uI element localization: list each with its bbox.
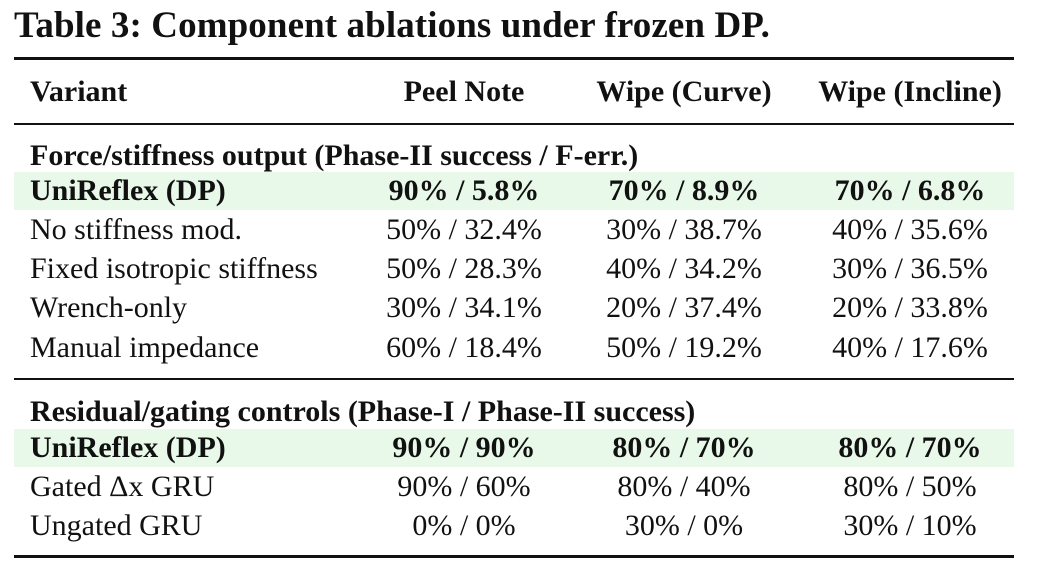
table-header: Variant Peel Note Wipe (Curve) Wipe (Inc… [14, 72, 1014, 112]
header-rule [14, 123, 1014, 125]
table-row: Fixed isotropic stiffness 50% / 28.3% 40… [14, 250, 1014, 288]
cell-peel-note: 30% / 34.1% [386, 291, 542, 324]
cell-variant: Gated Δx GRU [30, 470, 215, 503]
section-title-force-stiffness: Force/stiffness output (Phase-II success… [30, 139, 639, 172]
cell-variant: Manual impedance [30, 331, 260, 364]
cell-wipe-curve: 50% / 19.2% [606, 331, 762, 364]
top-rule [14, 57, 1014, 60]
table-row: Manual impedance 60% / 18.4% 50% / 19.2%… [14, 329, 1014, 367]
cell-wipe-incline: 70% / 6.8% [834, 174, 986, 207]
cell-wipe-incline: 80% / 70% [838, 431, 982, 464]
table-row: Gated Δx GRU 90% / 60% 80% / 40% 80% / 5… [14, 468, 1014, 506]
table-row: No stiffness mod. 50% / 32.4% 30% / 38.7… [14, 211, 1014, 249]
section-rule [14, 378, 1014, 380]
cell-wipe-incline: 30% / 36.5% [832, 252, 988, 285]
cell-peel-note: 60% / 18.4% [386, 331, 542, 364]
bottom-rule [14, 555, 1014, 558]
section-title-residual-gating: Residual/gating controls (Phase-I / Phas… [30, 395, 696, 428]
cell-peel-note: 50% / 32.4% [386, 213, 542, 246]
cell-wipe-incline: 20% / 33.8% [832, 291, 988, 324]
cell-wipe-incline: 40% / 17.6% [832, 331, 988, 364]
header-variant: Variant [30, 75, 128, 108]
cell-wipe-curve: 40% / 34.2% [606, 252, 762, 285]
cell-variant: UniReflex (DP) [30, 431, 226, 464]
cell-wipe-curve: 30% / 0% [624, 509, 744, 542]
cell-peel-note: 50% / 28.3% [386, 252, 542, 285]
cell-wipe-incline: 80% / 50% [843, 470, 977, 503]
header-wipe-incline: Wipe (Incline) [818, 75, 1002, 108]
cell-variant: Fixed isotropic stiffness [30, 252, 318, 285]
table-row: Wrench-only 30% / 34.1% 20% / 37.4% 20% … [14, 289, 1014, 327]
cell-peel-note: 90% / 60% [397, 470, 531, 503]
cell-wipe-incline: 30% / 10% [843, 509, 977, 542]
cell-variant: UniReflex (DP) [30, 174, 226, 207]
cell-wipe-curve: 20% / 37.4% [606, 291, 762, 324]
header-wipe-curve: Wipe (Curve) [596, 75, 772, 108]
cell-wipe-curve: 80% / 40% [617, 470, 751, 503]
cell-variant: No stiffness mod. [30, 213, 242, 246]
table-row: UniReflex (DP) 90% / 90% 80% / 70% 80% /… [14, 429, 1014, 467]
cell-variant: Ungated GRU [30, 509, 203, 542]
cell-variant: Wrench-only [30, 291, 188, 324]
table-row: UniReflex (DP) 90% / 5.8% 70% / 8.9% 70%… [14, 172, 1014, 210]
cell-peel-note: 0% / 0% [412, 509, 516, 542]
cell-peel-note: 90% / 90% [392, 431, 536, 464]
cell-wipe-incline: 40% / 35.6% [832, 213, 988, 246]
table-row: Ungated GRU 0% / 0% 30% / 0% 30% / 10% [14, 507, 1014, 545]
cell-peel-note: 90% / 5.8% [388, 174, 540, 207]
cell-wipe-curve: 30% / 38.7% [606, 213, 762, 246]
table-caption: Table 3: Component ablations under froze… [14, 5, 770, 46]
header-peel-note: Peel Note [403, 75, 525, 108]
cell-wipe-curve: 80% / 70% [612, 431, 756, 464]
cell-wipe-curve: 70% / 8.9% [608, 174, 760, 207]
